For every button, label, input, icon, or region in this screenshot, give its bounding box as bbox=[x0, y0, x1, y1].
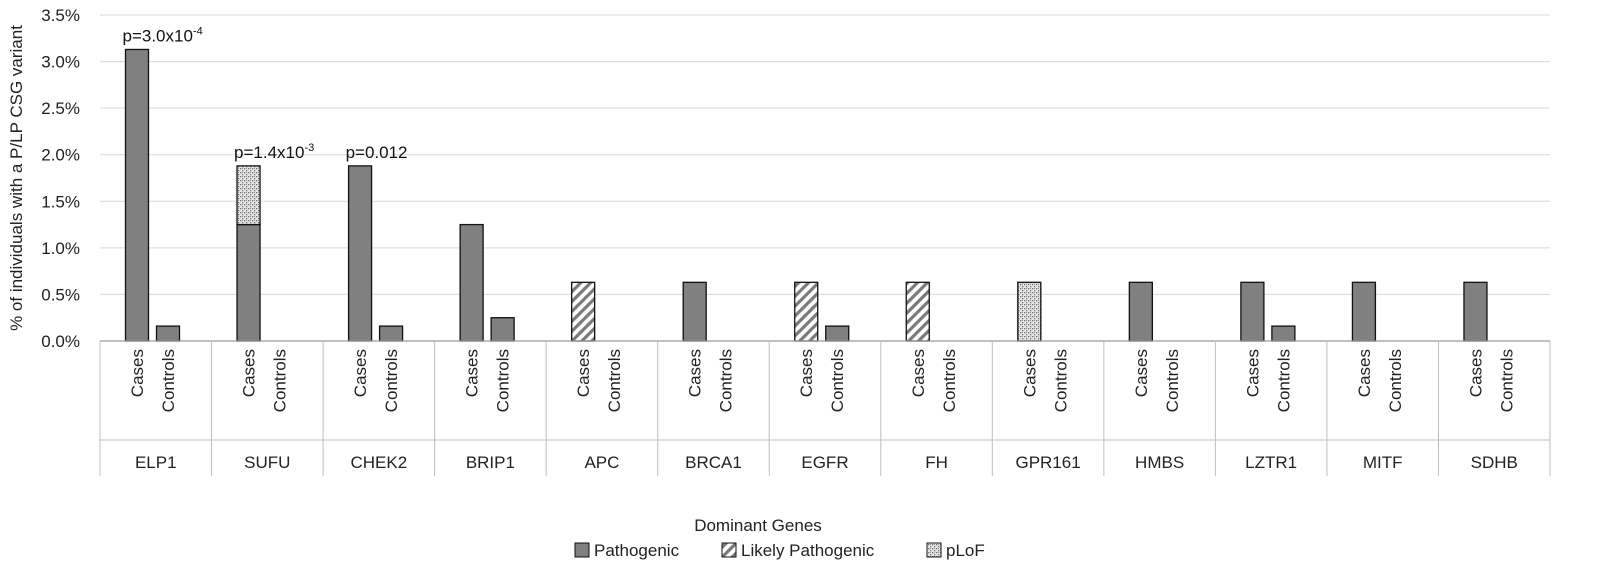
legend-swatch-pathogenic bbox=[574, 542, 590, 558]
y-tick-label: 1.0% bbox=[41, 239, 80, 258]
bars bbox=[124, 48, 1488, 342]
bar-brca1-cases-pathogenic bbox=[682, 281, 707, 342]
x-subcategory-label: Controls bbox=[717, 349, 736, 412]
p-value-annotation: p=1.4x10-3 bbox=[234, 142, 314, 162]
bar-sdhb-cases-pathogenic bbox=[1463, 281, 1488, 342]
x-subcategory-label: Cases bbox=[797, 349, 816, 397]
x-subcategory-label: Cases bbox=[574, 349, 593, 397]
y-axis-title: % of individuals with a P/LP CSG variant bbox=[7, 25, 26, 331]
bar-lztr1-cases-pathogenic bbox=[1240, 281, 1265, 342]
y-tick-label: 3.0% bbox=[41, 53, 80, 72]
y-tick-label: 3.5% bbox=[41, 6, 80, 25]
p-value-exponent: -3 bbox=[304, 142, 314, 154]
x-subcategory-label: Controls bbox=[494, 349, 513, 412]
bar-brip1-controls-pathogenic bbox=[490, 317, 515, 342]
x-subcategory-label: Controls bbox=[1386, 349, 1405, 412]
gene-label: MITF bbox=[1363, 453, 1403, 472]
x-subcategory-label: Cases bbox=[686, 349, 705, 397]
p-value-base: p=3.0x10 bbox=[123, 26, 193, 45]
x-subcategory-label: Cases bbox=[463, 349, 482, 397]
gridlines bbox=[100, 14, 1550, 295]
p-value-annotation: p=3.0x10-4 bbox=[123, 25, 203, 45]
y-tick-label: 0.0% bbox=[41, 332, 80, 351]
x-subcategory-label: Controls bbox=[940, 349, 959, 412]
x-subcategory-label: Controls bbox=[1163, 349, 1182, 412]
x-subcategory-label: Cases bbox=[1355, 349, 1374, 397]
gene-label: SDHB bbox=[1471, 453, 1518, 472]
x-subcategory-label: Cases bbox=[1466, 349, 1485, 397]
x-subcategory-label: Controls bbox=[828, 349, 847, 412]
bar-apc-cases-likely-pathogenic bbox=[571, 281, 596, 342]
x-subcategory-label: Controls bbox=[271, 349, 290, 412]
x-subcategory-label: Cases bbox=[1020, 349, 1039, 397]
gene-label: GPR161 bbox=[1015, 453, 1080, 472]
x-subcategory-label: Cases bbox=[1132, 349, 1151, 397]
p-value-exponent: -4 bbox=[193, 25, 203, 37]
y-tick-label: 0.5% bbox=[41, 285, 80, 304]
bar-chek2-controls-pathogenic bbox=[378, 325, 404, 342]
x-subcategory-label: Cases bbox=[909, 349, 928, 397]
x-subcategory-label: Cases bbox=[128, 349, 147, 397]
x-subcategory-label: Controls bbox=[1497, 349, 1516, 412]
x-subcategory-label: Controls bbox=[605, 349, 624, 412]
y-tick-label: 2.0% bbox=[41, 146, 80, 165]
legend: Pathogenic Likely Pathogenic pLoF bbox=[574, 541, 985, 560]
x-subcategory-label: Controls bbox=[1051, 349, 1070, 412]
gene-label: SUFU bbox=[244, 453, 290, 472]
p-value-annotation: p=0.012 bbox=[346, 143, 408, 162]
bar-gpr161-cases-plof bbox=[1017, 281, 1042, 342]
x-subcategory-label: Cases bbox=[240, 349, 259, 397]
bar-egfr-cases-likely-pathogenic bbox=[794, 281, 819, 342]
p-value-base: p=0.012 bbox=[346, 143, 408, 162]
x-subcategory-label: Cases bbox=[1243, 349, 1262, 397]
legend-swatch-likely-pathogenic bbox=[721, 542, 737, 558]
legend-swatch-plof bbox=[926, 542, 942, 558]
gene-label: EGFR bbox=[801, 453, 848, 472]
bar-lztr1-controls-pathogenic bbox=[1271, 325, 1296, 342]
gene-label: LZTR1 bbox=[1245, 453, 1297, 472]
x-subcategory-label: Cases bbox=[351, 349, 370, 397]
gene-label: BRIP1 bbox=[466, 453, 515, 472]
bar-hmbs-cases-pathogenic bbox=[1128, 281, 1153, 342]
labels: 0.0% 0.5% 1.0% 1.5% 2.0% 2.5% 3.0% 3.5% Cases Con… bbox=[41, 6, 1518, 472]
bar-brip1-cases-pathogenic bbox=[459, 223, 484, 342]
x-subcategory-label: Controls bbox=[382, 349, 401, 412]
y-tick-label: 2.5% bbox=[41, 99, 80, 118]
bar-sufu-cases-pathogenic bbox=[236, 223, 261, 342]
bar-sufu-cases-plof bbox=[236, 165, 261, 226]
gene-label: APC bbox=[584, 453, 619, 472]
bar-elp1-controls-pathogenic bbox=[155, 325, 181, 342]
bar-chek2-cases-pathogenic bbox=[347, 165, 373, 342]
gene-label: FH bbox=[925, 453, 948, 472]
axes bbox=[99, 340, 1551, 476]
legend-label: pLoF bbox=[946, 541, 985, 560]
bar-egfr-controls-pathogenic bbox=[825, 325, 850, 342]
legend-label: Pathogenic bbox=[594, 541, 680, 560]
gene-label: CHEK2 bbox=[351, 453, 408, 472]
gene-label: ELP1 bbox=[135, 453, 177, 472]
bar-mitf-cases-pathogenic bbox=[1351, 281, 1377, 342]
p-value-base: p=1.4x10 bbox=[234, 143, 304, 162]
bar-elp1-cases-pathogenic bbox=[124, 48, 150, 342]
y-tick-label: 1.5% bbox=[41, 192, 80, 211]
bar-fh-cases-likely-pathogenic bbox=[905, 281, 930, 342]
gene-label: BRCA1 bbox=[685, 453, 742, 472]
x-subcategory-label: Controls bbox=[159, 349, 178, 412]
legend-label: Likely Pathogenic bbox=[741, 541, 875, 560]
x-subcategory-label: Controls bbox=[1274, 349, 1293, 412]
gene-label: HMBS bbox=[1135, 453, 1184, 472]
x-axis-title: Dominant Genes bbox=[694, 516, 822, 535]
